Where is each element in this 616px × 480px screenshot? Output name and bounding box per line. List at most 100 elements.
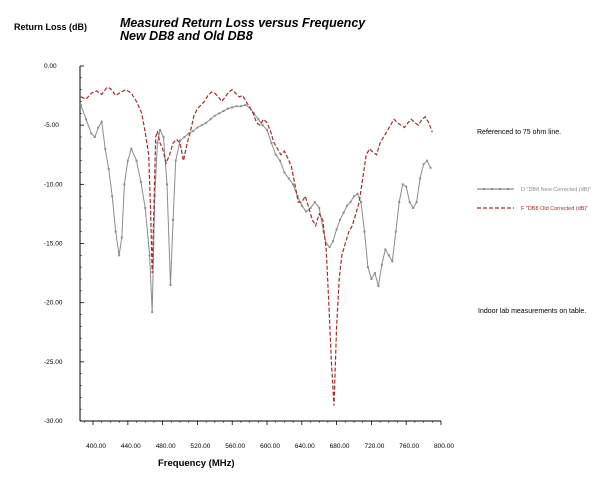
series-point [239,105,242,108]
series-point [79,104,82,107]
series-point [318,207,321,209]
series-point [192,130,195,133]
series-point [419,177,422,180]
series-point [309,207,312,209]
legend-label: F "DB8 Old Corrected (dB)" [521,206,588,212]
series-point [359,201,362,204]
series-point [387,254,390,257]
x-tick-label: 440.00 [121,443,141,450]
y-tick-label: 0.00 [44,63,57,70]
series-point [144,207,147,209]
legend-label: D "DB8 New Corrected (dB)" [521,187,591,193]
annotation-reference: Referenced to 75 ohm line. [477,129,562,136]
series-point [153,195,156,198]
series-point [377,285,380,288]
y-tick-label: -5.00 [44,122,59,129]
x-tick-label: 760.00 [399,443,419,450]
series-point [412,207,415,209]
x-tick-label: 520.00 [190,443,210,450]
series-point [159,128,162,131]
series-point [408,201,411,204]
series-point [130,147,133,150]
series-point [391,260,394,263]
series-point [384,248,387,251]
chart-title: Measured Return Loss versus Frequency Ne… [120,17,365,43]
series-point [363,230,366,233]
chart-title-line2: New DB8 and Old DB8 [120,29,253,43]
series-point [270,141,273,144]
chart-series [79,86,433,406]
series-point [244,104,247,107]
series-point [162,136,165,138]
series-point [426,159,429,162]
x-tick-label: 560.00 [225,443,245,450]
legend-swatch-marker [507,188,509,190]
series-point [165,183,168,186]
series-point [111,195,114,198]
series-point [370,278,373,280]
legend-swatch-marker [491,188,493,190]
series-point [415,201,418,204]
series-point [107,167,110,170]
series-point [231,106,234,109]
y-tick-label: -15.00 [44,241,63,248]
series-point [114,230,117,233]
series-point [156,141,159,144]
series-point [222,109,225,112]
y-tick-label: -25.00 [44,359,63,366]
series-point [401,183,404,186]
series-point [90,132,93,135]
series-point [342,211,345,214]
annotation-lab: Indoor lab measurements on table. [478,308,587,315]
legend-swatch-marker [499,188,501,190]
series-point [139,180,142,183]
series-point [328,246,331,249]
series-point [394,230,397,233]
series-point [118,254,121,257]
series-point [97,126,100,129]
y-tick-label: -20.00 [44,300,63,307]
series-point [85,118,88,121]
series-point [257,118,260,121]
series-point [196,126,199,129]
x-tick-label: 720.00 [364,443,384,450]
y-tick-label: -10.00 [44,181,63,188]
series-point [187,132,190,135]
series-point [179,139,182,142]
series-point [213,114,216,117]
series-point [380,263,383,266]
series-point [261,124,264,127]
x-tick-label: 640.00 [295,443,315,450]
series-point [373,272,376,275]
chart-title-line1: Measured Return Loss versus Frequency [120,16,366,30]
series-point [366,266,369,269]
series-point [274,153,277,156]
x-tick-label: 600.00 [260,443,280,450]
series-point [422,163,425,166]
series-point [300,204,303,207]
series-point [148,254,151,257]
series-point [339,218,342,221]
series-point [292,183,295,186]
series-point [266,128,269,131]
y-axis-title: Return Loss (dB) [14,22,87,32]
x-tick-label: 800.00 [434,443,454,450]
x-tick-label: 400.00 [86,443,106,450]
y-tick-label: -30.00 [44,418,63,425]
series-point [120,236,123,239]
series-point [279,159,282,162]
x-tick-label: 680.00 [330,443,350,450]
series-point [305,210,308,213]
series-point [287,177,290,180]
series-point [335,228,338,231]
series-point [353,195,356,198]
series-point [235,105,238,108]
series-point [356,192,359,195]
series-point [398,201,401,204]
series-point [205,121,208,124]
series-point [100,120,103,123]
x-tick-label: 480.00 [156,443,176,450]
chart-axes: 0.00 -5.00 -10.00 -15.00 -20.00 -25.00 -30.00 4… [44,63,454,450]
series-point [346,204,349,207]
